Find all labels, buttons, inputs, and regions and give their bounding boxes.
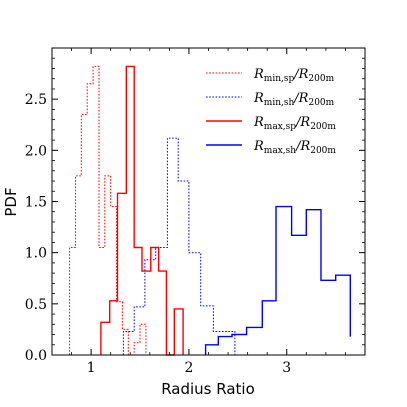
x-tick-label-2: 3 xyxy=(282,360,291,376)
legend-label-3: Rmax,sh/R200m xyxy=(253,139,336,156)
series-0-histogram xyxy=(69,65,147,356)
x-axis-title: Radius Ratio xyxy=(161,380,255,398)
y-axis-title: PDF xyxy=(2,187,20,216)
legend-label-0: Rmin,sp/R200m xyxy=(253,67,335,84)
x-tick-label-0: 1 xyxy=(87,360,96,376)
y-tick-label-3: 1.5 xyxy=(25,195,47,211)
ticks-layer: 1 2 3 0.0 0.5 1.0 1.5 2.0 2.5 xyxy=(25,48,365,376)
legend-label-1: Rmin,sh/R200m xyxy=(253,91,335,108)
plot-background xyxy=(52,48,365,355)
y-tick-label-5: 2.5 xyxy=(25,92,47,108)
y-tick-label-1: 0.5 xyxy=(25,297,47,313)
x-tick-label-1: 2 xyxy=(184,360,193,376)
legend-label-2: Rmax,sp/R200m xyxy=(253,115,336,132)
y-tick-label-0: 0.0 xyxy=(25,348,47,364)
legend: Rmin,sp/R200m Rmin,sh/R200m Rmax,sp/R200m R… xyxy=(206,67,336,156)
series-3-histogram xyxy=(204,205,351,355)
y-tick-label-2: 1.0 xyxy=(25,246,47,262)
y-tick-label-4: 2.0 xyxy=(25,143,47,159)
